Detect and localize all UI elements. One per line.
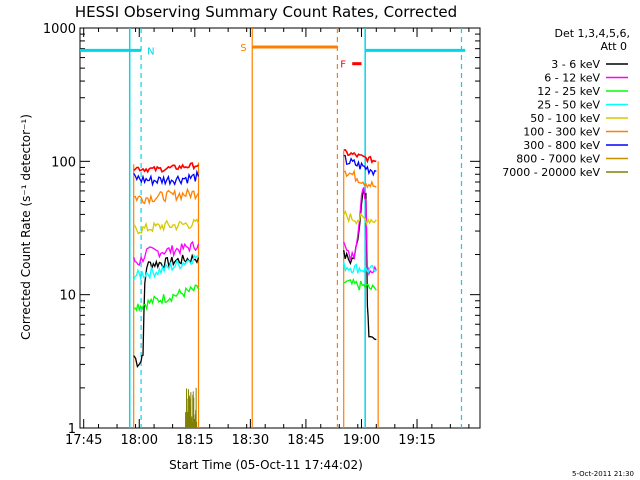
legend-label-1: 6 - 12 keV — [544, 72, 600, 85]
series-6-line — [133, 169, 200, 187]
series-0-line — [343, 188, 377, 341]
marker-label: F — [340, 60, 346, 71]
legend-label-0: 3 - 6 keV — [551, 58, 600, 71]
x-tick-label: 18:00 — [121, 433, 158, 448]
y-tick-label: 10 — [59, 289, 76, 304]
y-axis-label: Corrected Count Rate (s⁻¹ detector⁻¹) — [19, 114, 33, 340]
legend-label-4: 50 - 100 keV — [530, 112, 600, 125]
series-1-line — [343, 187, 377, 277]
top-series-line — [133, 162, 200, 174]
series-4-line — [133, 218, 200, 235]
x-tick-label: 17:45 — [65, 433, 102, 448]
legend-label-3: 25 - 50 keV — [537, 99, 600, 112]
y-tick-label: 1000 — [43, 22, 76, 37]
plot-frame — [79, 27, 481, 429]
x-tick-label: 19:15 — [398, 433, 435, 448]
top-series-line — [343, 148, 377, 164]
marker-label: N — [147, 46, 154, 57]
series-5-line — [343, 169, 377, 189]
legend-label-7: 800 - 7000 keV — [516, 153, 600, 166]
legend-label-5: 100 - 300 keV — [523, 126, 600, 139]
series-6-line — [343, 154, 377, 177]
series-2-line — [343, 277, 377, 291]
series-1-line — [133, 240, 200, 267]
marker-label: S — [240, 43, 246, 54]
legend-heading-line-1: Det 1,3,4,5,6, — [554, 27, 630, 40]
chart-title: HESSI Observing Summary Count Rates, Cor… — [75, 3, 457, 21]
series-3-line — [343, 261, 377, 275]
footer-timestamp: 5-Oct-2011 21:30 — [572, 470, 634, 478]
x-tick-label: 18:45 — [287, 433, 324, 448]
x-tick-label: 19:00 — [343, 433, 380, 448]
x-tick-label: 18:30 — [232, 433, 269, 448]
y-tick-label: 1 — [68, 422, 76, 437]
legend-heading-line-2: Att 0 — [601, 40, 627, 53]
x-tick-label: 18:15 — [176, 433, 213, 448]
legend-label-8: 7000 - 20000 keV — [502, 166, 600, 179]
legend-label-2: 12 - 25 keV — [537, 85, 600, 98]
y-tick-label: 100 — [51, 155, 76, 170]
series-0-line — [133, 253, 200, 369]
series-4-line — [343, 209, 377, 227]
x-axis-label: Start Time (05-Oct-11 17:44:02) — [169, 458, 363, 472]
legend-label-6: 300 - 800 keV — [523, 139, 600, 152]
series-3-line — [133, 253, 199, 281]
series-2-line — [133, 284, 200, 313]
series-5-line — [133, 187, 200, 206]
plot-area: 1 10 100 1000 17:45 18:00 18:15 18:30 18:45 19:00… — [43, 22, 481, 448]
